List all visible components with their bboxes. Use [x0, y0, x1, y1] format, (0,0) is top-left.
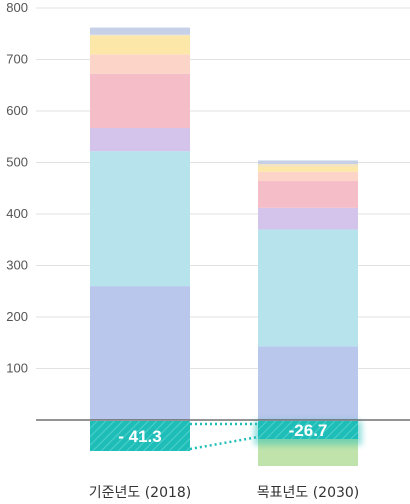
category-label-0: 기준년도 (2018) — [89, 485, 192, 501]
bar-segment-0-4 — [90, 54, 190, 74]
y-tick-300: 300 — [6, 258, 28, 273]
bar-segment-1-2 — [258, 207, 358, 230]
y-tick-800: 800 — [6, 0, 28, 15]
bar-segment-1-7 — [258, 160, 358, 165]
negative-bars: - 41.3 -26.7 — [90, 421, 362, 467]
category-labels: 기준년도 (2018) 목표년도 (2030) — [89, 485, 360, 501]
y-tick-600: 600 — [6, 103, 28, 118]
bar-segment-1-0 — [258, 346, 358, 420]
bar-segment-0-1 — [90, 151, 190, 287]
connector-lines — [189, 422, 259, 451]
y-axis-tick-labels: 100 200 300 400 500 600 700 800 — [6, 0, 28, 376]
bars — [90, 27, 358, 420]
category-label-1: 목표년도 (2030) — [257, 485, 360, 501]
bar-segment-0-5 — [90, 35, 190, 55]
bar-segment-1-4 — [258, 171, 358, 182]
bar-negative-0 — [90, 421, 190, 451]
negative-label-0: - 41.3 — [118, 427, 161, 446]
y-tick-400: 400 — [6, 206, 28, 221]
y-tick-100: 100 — [6, 361, 28, 376]
negative-label-1: -26.7 — [289, 421, 328, 440]
bar-segment-0-6 — [90, 34, 190, 36]
bar-segment-0-2 — [90, 127, 190, 152]
bar-segment-0-7 — [90, 27, 190, 35]
y-tick-200: 200 — [6, 309, 28, 324]
bar-segment-1-3 — [258, 181, 358, 208]
y-tick-500: 500 — [6, 155, 28, 170]
bar-segment-0-0 — [90, 286, 190, 420]
connector-bottom — [189, 435, 259, 451]
bar-segment-0-3 — [90, 73, 190, 128]
bar-segment-1-6 — [258, 164, 358, 167]
bar-segment-1-1 — [258, 229, 358, 347]
bar-negative-1 — [258, 421, 358, 439]
y-tick-700: 700 — [6, 52, 28, 67]
bar-segment-1-5 — [258, 166, 358, 172]
